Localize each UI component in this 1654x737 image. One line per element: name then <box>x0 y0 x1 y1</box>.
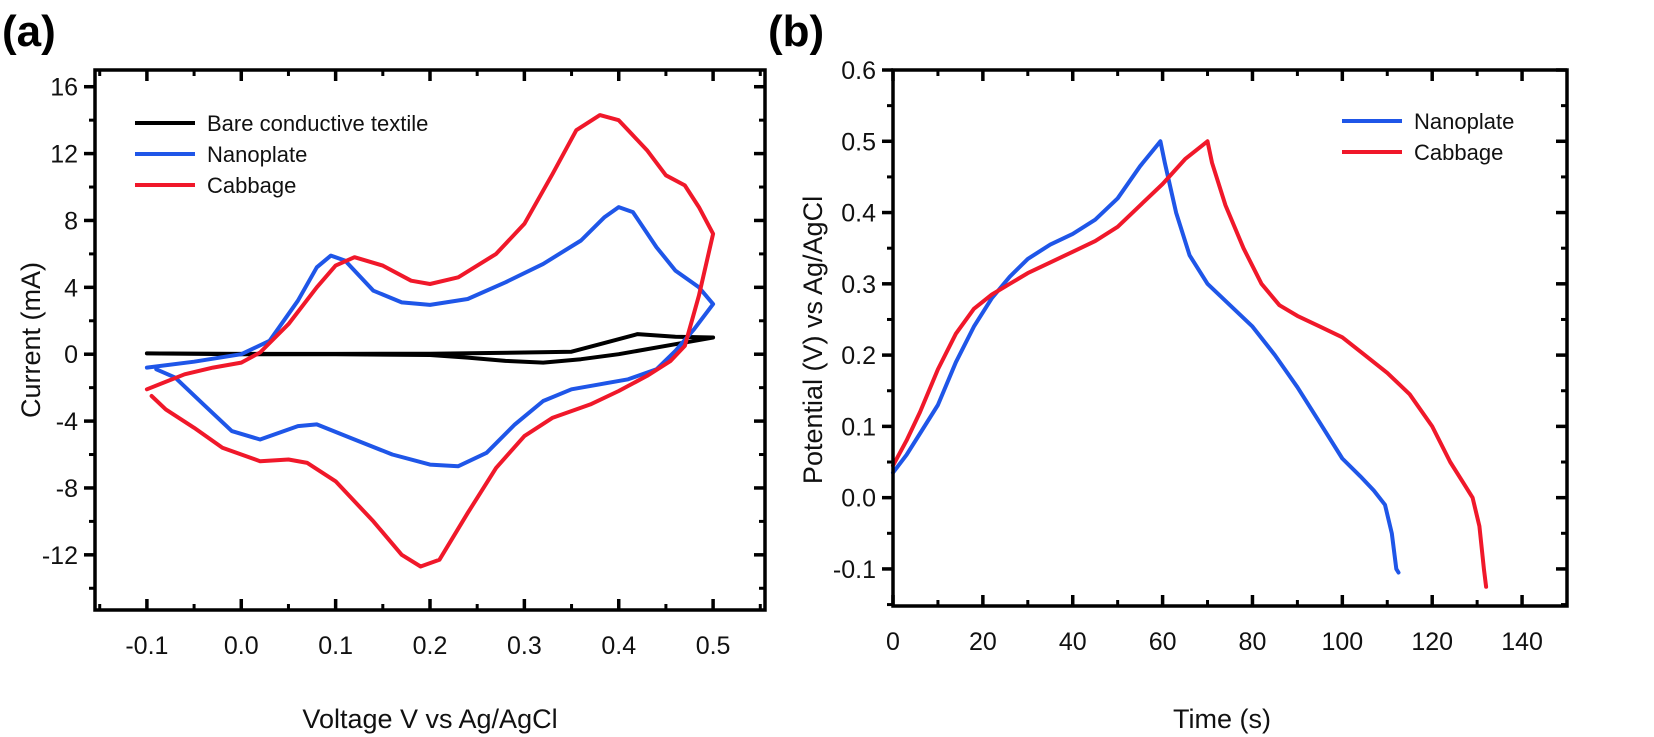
panel-a-y-tick-label: -4 <box>56 408 78 436</box>
panel-a-x-tick-label: 0.0 <box>224 632 259 660</box>
panel-b-x-tick-label: 40 <box>1059 628 1087 656</box>
panel-a-legend-item-cabbage: Cabbage <box>135 173 296 198</box>
panel-a-label: (a) <box>2 7 56 56</box>
panel-a-series-nanoplate <box>144 205 716 469</box>
panel-a-x-tick-label: 0.1 <box>318 632 353 660</box>
panel-a-x-tick-label: -0.1 <box>125 632 168 660</box>
panel-a-y-tick-label: -8 <box>56 475 78 503</box>
panel-a-series-group <box>144 113 716 569</box>
panel-b-x-axis-title: Time (s) <box>1173 704 1271 734</box>
panel-b-x-tick-label: 140 <box>1501 628 1543 656</box>
panel-b-gcd-chart: (b) 0 20 40 60 80 100 120 140 -0.1 0.0 0.1 0.2 0.3 0.… <box>768 7 1569 734</box>
panel-a-x-tick-label: 0.3 <box>507 632 542 660</box>
panel-a-y-tick-label: 4 <box>64 274 78 302</box>
panel-b-y-tick-label: 0.1 <box>841 413 876 441</box>
panel-a-series-cabbage <box>144 113 716 569</box>
panel-a-x-axis-title: Voltage V vs Ag/AgCl <box>302 704 557 734</box>
panel-b-x-tick-label: 100 <box>1321 628 1363 656</box>
panel-a-cv-chart: (a) -0.1 0.0 0.1 0.2 0.3 0.4 0.5 -12 -8 -4 0 4 8 12 16… <box>2 7 767 734</box>
panel-b-label: (b) <box>768 7 824 56</box>
panel-b-x-tick-label: 60 <box>1149 628 1177 656</box>
panel-b-x-tick-label: 0 <box>886 628 900 656</box>
panel-a-x-tick-label: 0.2 <box>413 632 448 660</box>
panel-b-y-tick-label: 0.6 <box>841 57 876 85</box>
panel-a-y-axis-title: Current (mA) <box>16 262 46 418</box>
panel-a-plot-frame <box>93 68 767 612</box>
panel-b-x-tick-label: 20 <box>969 628 997 656</box>
panel-a-y-tick-label: 16 <box>50 74 78 102</box>
panel-a-legend: Bare conductive textile Nanoplate Cabbage <box>135 111 428 198</box>
panel-b-legend-item-cabbage: Cabbage <box>1342 140 1503 165</box>
panel-a-y-tick-label: 8 <box>64 207 78 235</box>
panel-b-y-tick-label: 0.4 <box>841 200 876 228</box>
panel-b-legend-label-nanoplate: Nanoplate <box>1414 109 1514 134</box>
panel-b-legend-label-cabbage: Cabbage <box>1414 140 1503 165</box>
panel-b-y-tick-label: 0.5 <box>841 128 876 156</box>
panel-b-series-nanoplate <box>891 139 1401 575</box>
panel-b-plot-frame <box>891 68 1569 608</box>
panel-b-legend: Nanoplate Cabbage <box>1342 109 1514 165</box>
panel-a-legend-item-bare-conductive-textile: Bare conductive textile <box>135 111 428 136</box>
panel-b-series-cabbage <box>891 139 1489 589</box>
panel-b-series-group <box>891 139 1489 589</box>
panel-b-y-tick-label: 0.2 <box>841 342 876 370</box>
panel-b-x-tick-label: 80 <box>1239 628 1267 656</box>
panel-a-legend-item-nanoplate: Nanoplate <box>135 142 307 167</box>
panel-a-legend-label-bare-conductive-textile: Bare conductive textile <box>207 111 428 136</box>
panel-a-x-tick-label: 0.4 <box>601 632 636 660</box>
panel-b-x-tick-label: 120 <box>1411 628 1453 656</box>
panel-b-y-tick-label: 0.3 <box>841 271 876 299</box>
panel-a-legend-label-cabbage: Cabbage <box>207 173 296 198</box>
panel-a-legend-label-nanoplate: Nanoplate <box>207 142 307 167</box>
panel-b-y-tick-label: 0.0 <box>841 485 876 513</box>
panel-b-y-tick-label: -0.1 <box>833 556 876 584</box>
panel-a-y-tick-label: 12 <box>50 141 78 169</box>
panel-a-x-tick-label: 0.5 <box>696 632 731 660</box>
panel-a-series-bare-conductive-textile <box>144 332 716 365</box>
panel-b-legend-item-nanoplate: Nanoplate <box>1342 109 1514 134</box>
panel-b-y-axis-title: Potential (V) vs Ag/AgCl <box>798 196 828 484</box>
panel-a-y-tick-label: 0 <box>64 341 78 369</box>
panel-a-axes: -0.1 0.0 0.1 0.2 0.3 0.4 0.5 -12 -8 -4 0 4 8 12 16 <box>42 68 767 660</box>
panel-a-y-tick-label: -12 <box>42 542 78 570</box>
panel-b-axes: 0 20 40 60 80 100 120 140 -0.1 0.0 0.1 0.2 0.3 0.4 0.5… <box>833 57 1569 656</box>
